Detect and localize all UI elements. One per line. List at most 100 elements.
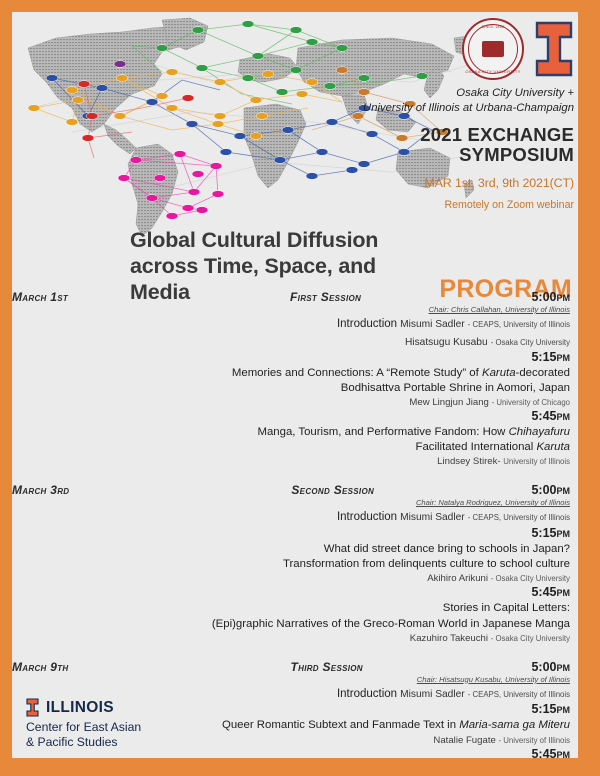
speaker-affil-1-1: University of Chicago xyxy=(496,398,570,408)
speaker-name-1-1: Mew Lingjun Jiang xyxy=(409,397,489,409)
symposium-title-line-1: 2021 EXCHANGE xyxy=(420,123,574,145)
introduction-row-3: Introduction Misumi Sadler - CEAPS, Univ… xyxy=(336,687,571,700)
speaker-affil-2-2: Osaka City University xyxy=(495,633,570,643)
talk-1-1-title-line2: Bodhisattva Portable Shrine in Aomori, J… xyxy=(340,382,570,395)
poster-title: Global Cultural Diffusion across Time, S… xyxy=(130,227,425,306)
affiliation-line-1: Osaka City University + xyxy=(456,87,574,99)
seal-bottom-text: OSAKA CITY UNIVERSITY xyxy=(465,69,521,74)
introduction-row-2: Introduction Misumi Sadler - CEAPS, Univ… xyxy=(336,511,571,524)
talk-time-1-1: 5:15pm xyxy=(531,350,570,365)
talk-3-1-title-a: Queer Romantic Subtext and Fanmade Text … xyxy=(221,719,460,732)
introduction-affil-2-1: CEAPS, University of Illinois xyxy=(472,513,571,523)
session-chair-1: Chair: Chris Callahan, University of Ill… xyxy=(428,305,570,314)
talk-title-2-1: What did street dance bring to schools i… xyxy=(12,542,570,572)
talk-time-2-1: 5:15pm xyxy=(531,526,570,541)
poster-title-line-1: Global Cultural Diffusion xyxy=(130,228,379,252)
talk-time-3-1: 5:15pm xyxy=(531,702,570,717)
footer-center-line-2: & Pacific Studies xyxy=(26,735,118,750)
speaker-name-2-1: Akihiro Arikuni xyxy=(427,573,489,585)
speaker-name-2-2: Kazuhiro Takeuchi xyxy=(409,632,489,644)
session-header-2: March 3rd Second Session 5:00pm xyxy=(12,483,570,497)
footer-center-name: Center for East Asian & Pacific Studies xyxy=(26,720,276,750)
session-name-1: First Session xyxy=(290,290,362,304)
session-start-time-2: 5:00pm xyxy=(531,483,570,498)
talk-time-2-2: 5:45pm xyxy=(531,585,570,600)
introduction-label-3: Introduction xyxy=(336,687,398,700)
talk-1-2-title-line2-em: Karuta xyxy=(536,441,570,454)
introduction-label-1: Introduction xyxy=(336,318,398,330)
talk-1-1-title-em: Karuta xyxy=(481,367,516,380)
session-header-1: March 1st First Session 5:00pm xyxy=(12,290,570,304)
session-date-1: March 1st xyxy=(12,290,69,304)
session-start-time-1: 5:00pm xyxy=(531,290,570,304)
talk-1-2-title-line2-a: Facilitated International xyxy=(415,441,537,454)
session-block-2: March 3rd Second Session 5:00pm Chair: N… xyxy=(12,483,570,643)
talk-1-2-title-em: Chihayafuru xyxy=(508,426,570,439)
introduction-affil-3-1: CEAPS, University of Illinois xyxy=(472,689,571,699)
osaka-city-university-seal-icon: SINCE 1880 OSAKA CITY UNIVERSITY xyxy=(462,18,524,80)
talk-1-1-title-a: Memories and Connections: A “Remote Stud… xyxy=(231,367,482,380)
delivery-mode: Remotely on Zoom webinar xyxy=(444,198,574,211)
program-schedule: March 1st First Session 5:00pm Chair: Ch… xyxy=(12,288,578,758)
block-i-logo-icon xyxy=(534,21,574,77)
talk-3-1-title-em: Maria-sama ga Miteru xyxy=(459,719,570,732)
header-right-block: SINCE 1880 OSAKA CITY UNIVERSITY Osaka C… xyxy=(344,18,574,211)
footer-center-line-1: Center for East Asian xyxy=(26,720,142,735)
session-chair-2: Chair: Natalya Rodriguez, University of … xyxy=(415,498,570,508)
poster-title-line-2: across Time, Space, and Media xyxy=(130,254,376,305)
block-i-logo-icon-footer xyxy=(26,698,39,717)
talk-1-2-title-a: Manga, Tourism, and Performative Fandom:… xyxy=(257,426,509,439)
block-i-svg xyxy=(535,21,573,77)
poster-title-block: Global Cultural Diffusion across Time, S… xyxy=(130,227,572,306)
seal-top-text: SINCE 1880 xyxy=(481,25,505,29)
session-block-3: March 9th Third Session 5:00pm Chair: Hi… xyxy=(12,660,570,758)
seal-emblem xyxy=(482,41,504,57)
talk-title-3-1: Queer Romantic Subtext and Fanmade Text … xyxy=(12,718,570,733)
footer-illinois-wordmark: ILLINOIS xyxy=(46,698,114,716)
poster-inner: SINCE 1880 OSAKA CITY UNIVERSITY Osaka C… xyxy=(12,12,578,758)
program-heading: PROGRAM xyxy=(439,274,572,303)
session-block-1: March 1st First Session 5:00pm Chair: Ch… xyxy=(12,290,570,467)
speaker-name-1-2: Lindsey Stirek- xyxy=(437,456,501,468)
talk-speaker-1-2: Lindsey Stirek- University of Illinois xyxy=(12,456,570,467)
talk-2-2-line1: Stories in Capital Letters: xyxy=(442,602,570,615)
introduction-affil-1-1: CEAPS, University of Illinois xyxy=(472,320,571,329)
introduction-person-1-2: Hisatsugu Kusabu xyxy=(404,336,488,348)
speaker-affil-1-2: University of Illinois xyxy=(503,457,570,467)
session-date-3: March 9th xyxy=(12,659,69,674)
footer-block: ILLINOIS Center for East Asian & Pacific… xyxy=(26,698,276,750)
talk-title-2-2: Stories in Capital Letters: (Epi)graphic… xyxy=(12,601,570,631)
talk-speaker-1-1: Mew Lingjun Jiang - University of Chicag… xyxy=(409,397,570,409)
talk-speaker-3-1: Natalie Fugate - University of Illinois xyxy=(433,734,570,746)
session-chair-3: Chair: Hisatsugu Kusabu, University of I… xyxy=(416,674,570,684)
speaker-name-3-1: Natalie Fugate xyxy=(433,734,496,746)
speaker-affil-2-1: Osaka City University xyxy=(495,574,570,584)
introduction-person-1-1: Misumi Sadler xyxy=(400,319,465,330)
symposium-dates: MAR 1st, 3rd, 9th 2021(CT) xyxy=(424,175,574,190)
talk-title-1-2: Manga, Tourism, and Performative Fandom:… xyxy=(12,425,570,455)
talk-speaker-2-2: Kazuhiro Takeuchi - Osaka City Universit… xyxy=(409,632,570,644)
introduction-person-2-1: Misumi Sadler xyxy=(400,512,465,524)
session-header-3: March 9th Third Session 5:00pm xyxy=(12,660,570,674)
introduction-label-2: Introduction xyxy=(336,511,398,524)
session-name-2: Second Session xyxy=(291,483,375,498)
session-spacer-1 xyxy=(12,469,570,481)
affiliation-line-2: University of Illinois at Urbana-Champai… xyxy=(363,101,574,114)
talk-2-1-line1: What did street dance bring to schools i… xyxy=(323,543,570,556)
footer-logo-row: ILLINOIS xyxy=(26,698,276,717)
talk-title-1-1: Memories and Connections: A “Remote Stud… xyxy=(12,366,570,396)
talk-time-3-2: 5:45pm xyxy=(531,746,570,758)
introduction-affil-1-2: Osaka City University xyxy=(495,337,570,347)
session-spacer-2 xyxy=(12,646,570,658)
session-date-2: March 3rd xyxy=(12,483,70,498)
talk-speaker-2-1: Akihiro Arikuni - Osaka City University xyxy=(427,573,570,585)
session-name-3: Third Session xyxy=(290,659,363,674)
speaker-affil-3-1: University of Illinois xyxy=(503,735,570,745)
talk-2-2-line2: (Epi)graphic Narratives of the Greco-Rom… xyxy=(211,617,570,630)
talk-1-1-title-b: -decorated xyxy=(515,367,570,380)
header-logos: SINCE 1880 OSAKA CITY UNIVERSITY xyxy=(344,18,574,80)
talk-time-1-2: 5:45pm xyxy=(531,409,570,424)
introduction-row-1: Introduction Misumi Sadler - CEAPS, Univ… xyxy=(336,318,571,330)
talk-2-1-line2: Transformation from delinquents culture … xyxy=(282,558,570,571)
